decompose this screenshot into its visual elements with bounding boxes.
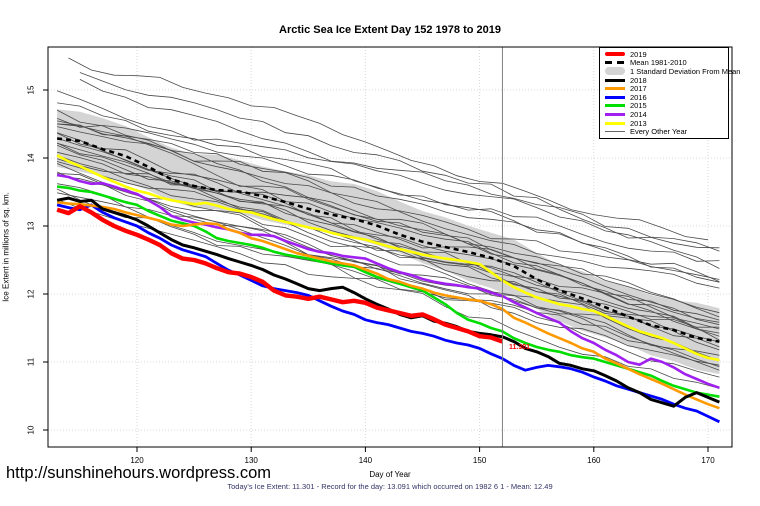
y-tick-label: 10 [26,425,36,435]
legend-label: 1 Standard Deviation From Mean [630,66,741,76]
y-tick-label: 15 [26,85,36,95]
legend-row: 2013 [605,118,728,128]
chart-title: Arctic Sea Ice Extent Day 152 1978 to 20… [279,24,501,36]
legend-label: Mean 1981-2010 [630,58,687,68]
plot-border [47,46,733,448]
series-2017 [56,200,720,410]
year-line [56,132,720,337]
legend-label: 2015 [630,101,647,111]
legend-row: 2016 [605,92,728,102]
year-line [57,123,720,283]
legend-label: 2017 [630,84,647,94]
series-2019 [56,204,504,344]
legend-swatch-line [605,95,625,99]
y-axis-label: Ice Extent in millions of sq. km. [1,192,11,302]
legend-swatch-line [605,87,625,91]
legend-row: Mean 1981-2010 [605,58,728,68]
legend-swatch-line-thick [605,52,625,57]
current-extent-annotation: 11.301 [509,344,531,352]
plot-data-layer [56,57,720,424]
legend-row: 2014 [605,109,728,119]
legend-label: 2018 [630,75,647,85]
x-tick-label: 150 [472,456,487,465]
legend-label: 2019 [630,49,647,59]
series-2016 [56,203,720,424]
series-2013 [56,154,720,362]
year-line [79,72,720,249]
legend-label: 2014 [630,109,647,119]
series-2015 [56,185,720,398]
y-tick-label: 14 [26,153,36,163]
legend-row: 2018 [605,75,728,85]
year-line [56,161,720,330]
year-line [57,173,720,356]
every-other-year-lines [56,57,720,389]
year-line [79,79,720,252]
legend-swatch-line [605,78,625,82]
year-line [57,192,720,389]
website-url[interactable]: http://sunshinehours.wordpress.com [6,464,272,482]
summary-text: Today's Ice Extent: 11.301 - Record for … [227,482,553,491]
year-line [56,90,720,269]
legend-row: Every Other Year [605,127,728,137]
legend-swatch-line-dashed [605,61,625,65]
axis-ticks [43,89,709,452]
legend-label: 2013 [630,118,647,128]
legend-row: 1 Standard Deviation From Mean [605,67,740,76]
year-line [57,126,720,289]
legend-row: 2017 [605,84,728,94]
legend-row: 2015 [605,101,728,111]
legend: 2019 Mean 1981-2010 1 Standard Deviation F… [599,47,740,139]
legend-swatch-line [605,112,625,116]
legend-swatch-line-thin [605,131,625,133]
mean-line [56,137,720,343]
legend-row: 2019 [605,49,728,59]
x-tick-label: 170 [701,456,715,465]
year-line [56,154,720,351]
legend-label: 2016 [630,92,647,102]
year-line [56,118,720,262]
x-tick-label: 140 [358,456,373,465]
y-tick-label: 13 [26,221,36,231]
std-deviation-band [57,109,720,375]
legend-swatch-line [605,121,625,125]
year-line [56,171,720,343]
year-line [56,158,720,328]
year-line [68,57,709,241]
x-tick-label: 160 [587,456,601,465]
year-line [57,183,720,366]
x-axis-label: Day of Year [369,470,411,479]
legend-swatch-line [605,104,625,108]
x-tick-label: 120 [130,456,144,465]
x-tick-label: 130 [244,456,258,465]
y-tick-label: 12 [26,289,36,299]
legend-label: Every Other Year [630,127,688,137]
legend-swatch-band [605,67,625,76]
y-tick-label: 11 [26,357,36,367]
series-2014 [56,173,720,390]
